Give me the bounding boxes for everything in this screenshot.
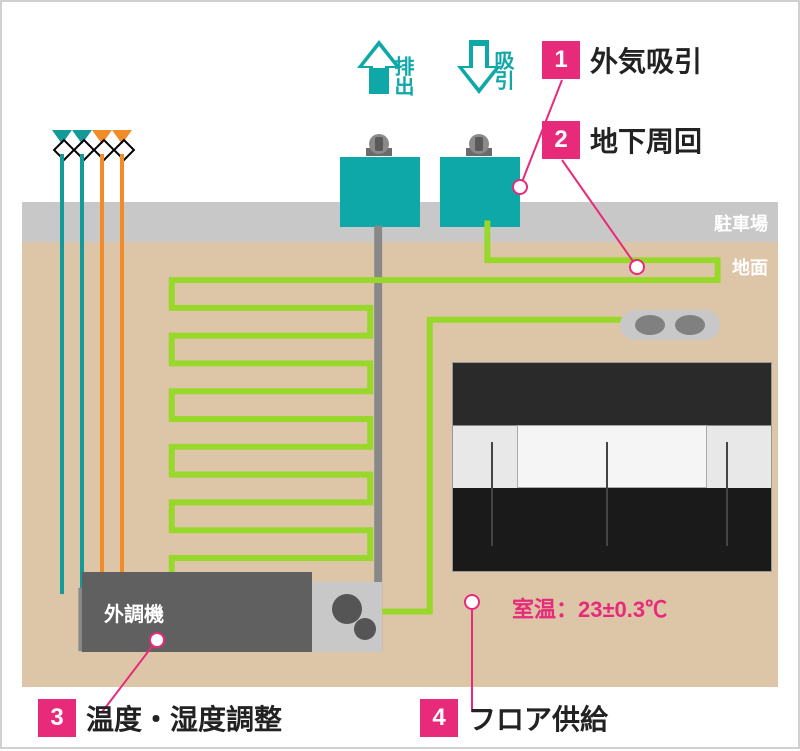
room-temp-label: 室温：23±0.3℃ xyxy=(512,592,667,624)
callout-1-num: 1 xyxy=(542,41,580,79)
exhaust-fan-icon xyxy=(362,134,396,156)
cooling-tower-icon: .d30::before{border-color:#159a9a} xyxy=(52,130,72,156)
parking-label: 駐車場 xyxy=(714,210,768,236)
gcm-label: 外調機 xyxy=(104,598,164,627)
callout-2: 2 地下周回 xyxy=(542,120,702,160)
callout-2-num: 2 xyxy=(542,121,580,159)
intake-label: 吸引 xyxy=(488,50,517,90)
blower-icon xyxy=(312,582,382,652)
tower-pipe xyxy=(100,154,104,594)
callout-3: 3 温度・湿度調整 xyxy=(38,698,282,738)
tower-pipe xyxy=(60,154,64,594)
cooling-tower-icon: .d90::before{border-color:#f28c28} xyxy=(112,130,132,156)
callout-3-num: 3 xyxy=(38,699,76,737)
callout-1-text: 外気吸引 xyxy=(590,40,702,80)
callout-3-text: 温度・湿度調整 xyxy=(86,698,282,738)
diagram-frame: 駐車場 地面 .d30::before{border-color:#159a9a… xyxy=(0,0,800,749)
cooling-tower-icon: .d70::before{border-color:#f28c28} xyxy=(92,130,112,156)
callout-4: 4 フロア供給 xyxy=(420,698,608,738)
intake-unit xyxy=(440,157,520,227)
factory-photo xyxy=(452,362,772,572)
cooling-tower-icon: .d50::before{border-color:#159a9a} xyxy=(72,130,92,156)
exhaust-label: 排出 xyxy=(388,56,417,96)
callout-2-text: 地下周回 xyxy=(590,120,702,160)
tower-pipe xyxy=(120,154,124,594)
air-conditioner-unit: 外調機 xyxy=(82,572,312,652)
callout-4-text: フロア供給 xyxy=(468,698,608,738)
ground-label: 地面 xyxy=(732,254,768,280)
intake-fan-icon xyxy=(462,134,496,156)
floor-vent-icon xyxy=(620,310,720,340)
callout-4-num: 4 xyxy=(420,699,458,737)
callout-1: 1 外気吸引 xyxy=(542,40,702,80)
tower-pipe xyxy=(80,154,84,594)
exhaust-unit xyxy=(340,157,420,227)
